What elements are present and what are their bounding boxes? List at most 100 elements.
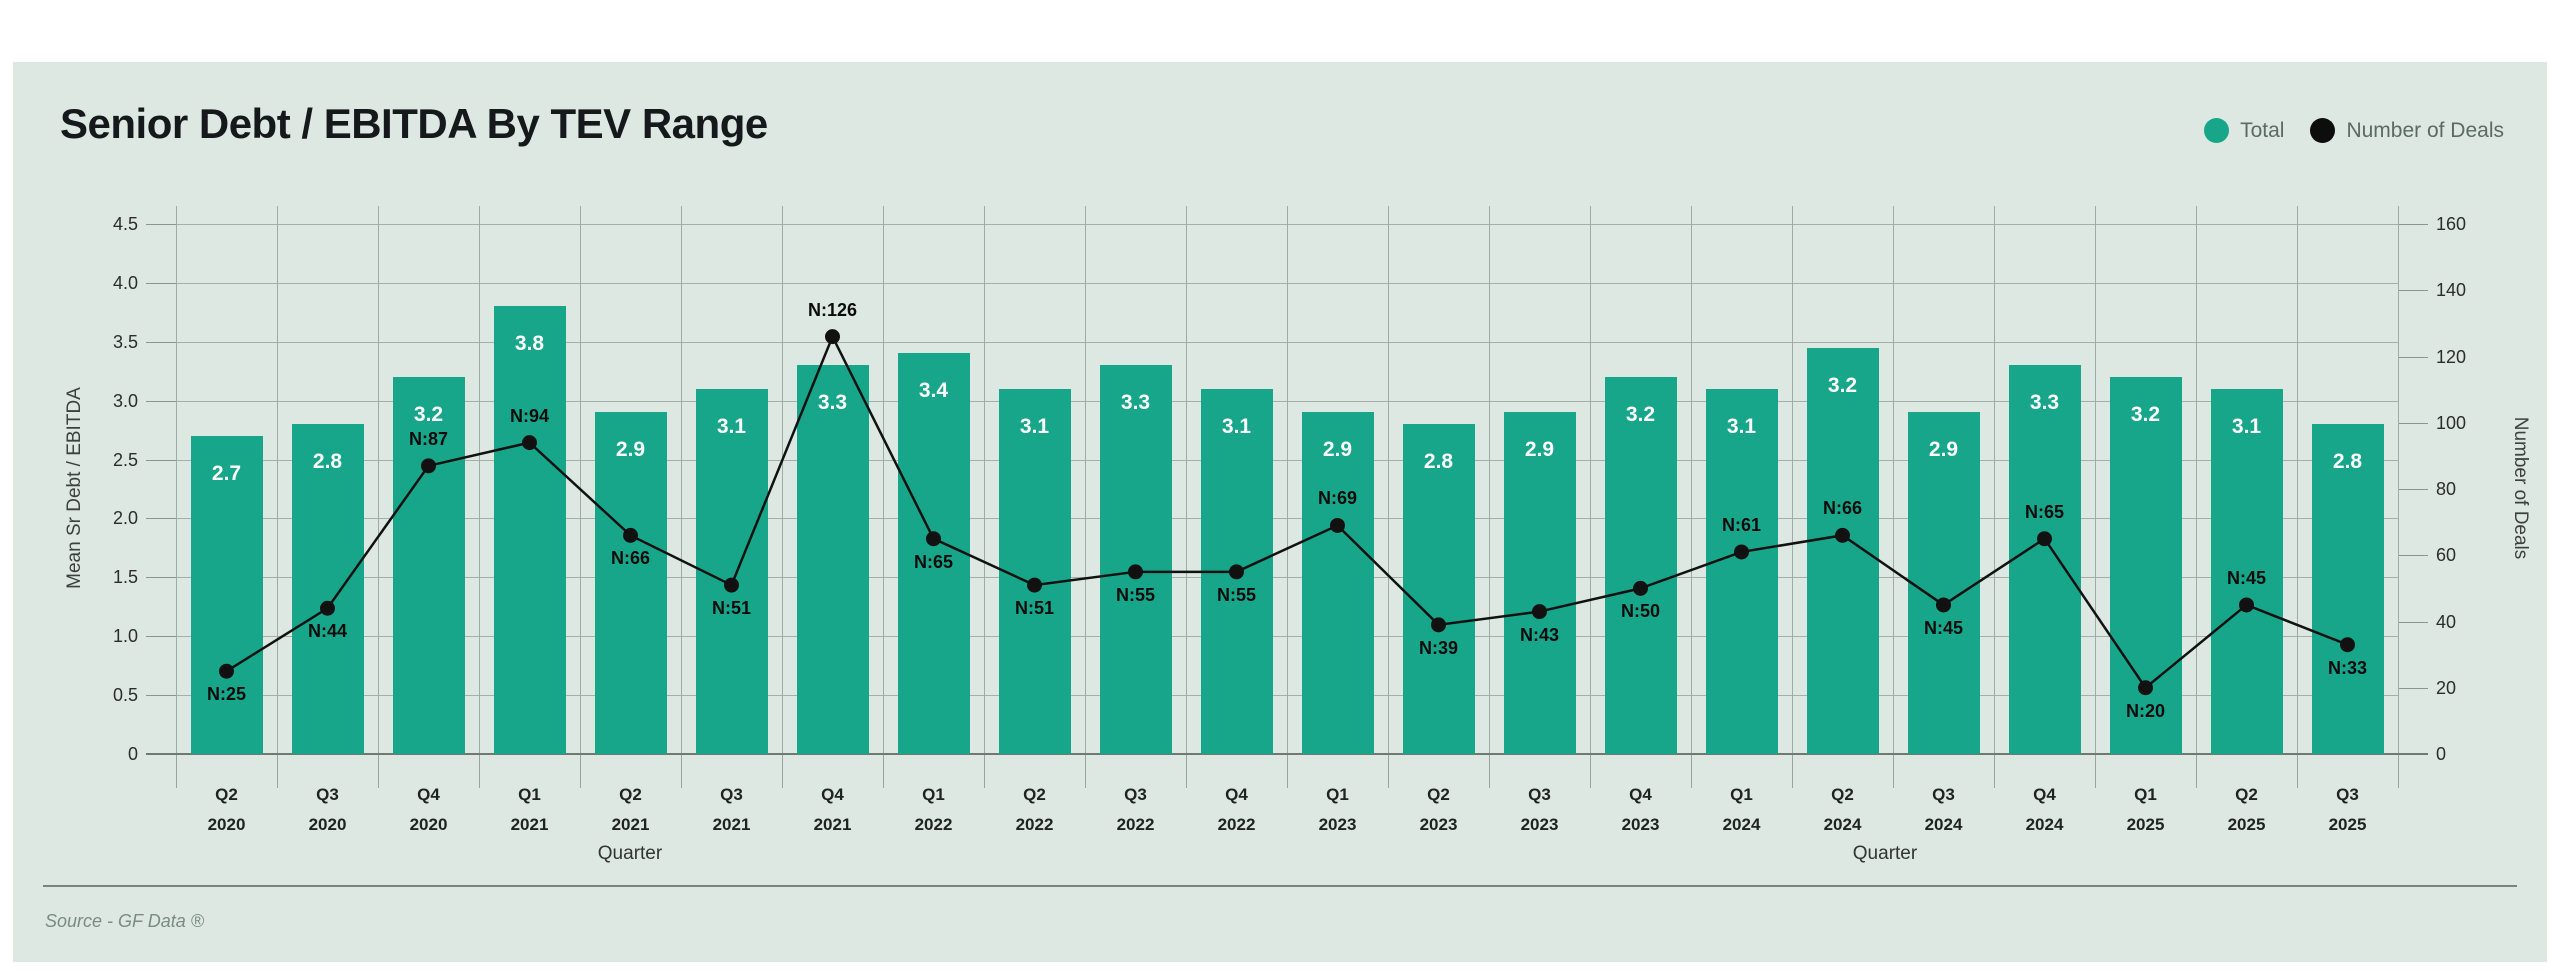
deals-dot[interactable] bbox=[320, 600, 335, 616]
deals-count-label: N:55 bbox=[1216, 584, 1256, 605]
deals-dot[interactable] bbox=[1128, 564, 1143, 580]
bar[interactable] bbox=[1705, 388, 1778, 754]
deals-count-label: N:50 bbox=[1620, 601, 1660, 622]
deals-dot[interactable] bbox=[2037, 531, 2052, 547]
y-right-tick-label: 100 bbox=[2436, 412, 2467, 433]
bar-value-label: 2.9 bbox=[1928, 438, 1959, 462]
deals-dot[interactable] bbox=[2138, 680, 2153, 696]
bar-value-label: 3.1 bbox=[1019, 414, 1050, 438]
deals-dot[interactable] bbox=[2340, 637, 2355, 653]
x-axis-divider bbox=[1994, 755, 1995, 788]
deals-dot[interactable] bbox=[1936, 597, 1951, 613]
x-tick-quarter: Q1 bbox=[922, 785, 945, 804]
deals-dot[interactable] bbox=[421, 458, 436, 474]
y-left-tick bbox=[146, 282, 176, 284]
gridline-vertical bbox=[1893, 206, 1894, 754]
deals-dot[interactable] bbox=[1229, 564, 1244, 580]
deals-dot[interactable] bbox=[825, 329, 840, 345]
y-right-tick-label: 140 bbox=[2436, 280, 2467, 301]
gridline-vertical bbox=[1186, 206, 1187, 754]
y-axis-right-title: Number of Deals bbox=[2510, 416, 2531, 560]
y-left-tick bbox=[146, 459, 176, 461]
x-tick-year: 2024 bbox=[2025, 815, 2064, 834]
bar-value-label: 2.8 bbox=[2332, 450, 2363, 474]
bar[interactable] bbox=[998, 388, 1071, 754]
x-tick-quarter: Q2 bbox=[2235, 785, 2258, 804]
deals-dot[interactable] bbox=[1835, 527, 1850, 543]
deals-count-label: N:65 bbox=[913, 551, 953, 572]
y-left-tick bbox=[146, 341, 176, 343]
gridline-vertical bbox=[1388, 206, 1389, 754]
x-tick-year: 2023 bbox=[1520, 815, 1559, 834]
bar[interactable] bbox=[1503, 412, 1576, 754]
x-tick-label: Q3 2020 bbox=[277, 780, 378, 840]
bar[interactable] bbox=[1604, 377, 1677, 754]
x-tick-label: Q3 2022 bbox=[1085, 780, 1186, 840]
deals-dot[interactable] bbox=[926, 531, 941, 547]
x-tick-quarter: Q4 bbox=[1629, 785, 1652, 804]
deals-dot[interactable] bbox=[1431, 617, 1446, 633]
bar[interactable] bbox=[1907, 412, 1980, 754]
x-tick-year: 2021 bbox=[510, 815, 549, 834]
x-tick-label: Q4 2023 bbox=[1590, 780, 1691, 840]
y-right-tick bbox=[2398, 489, 2428, 490]
y-left-tick-label: 1.0 bbox=[112, 626, 138, 647]
legend-item-number-of-deals[interactable]: Number of Deals bbox=[2310, 118, 2504, 143]
deals-dot[interactable] bbox=[1532, 604, 1547, 620]
x-tick-quarter: Q2 bbox=[1023, 785, 1046, 804]
x-axis-divider bbox=[1388, 755, 1389, 788]
bar[interactable] bbox=[1099, 365, 1172, 754]
x-tick-year: 2020 bbox=[207, 815, 246, 834]
deals-dot[interactable] bbox=[522, 435, 537, 451]
deals-dot[interactable] bbox=[1027, 577, 1042, 593]
bar[interactable] bbox=[695, 388, 768, 754]
bar[interactable] bbox=[2109, 377, 2182, 754]
x-tick-quarter: Q3 bbox=[720, 785, 743, 804]
bar[interactable] bbox=[2008, 365, 2081, 754]
deals-count-label: N:66 bbox=[610, 548, 650, 569]
legend-swatch-icon bbox=[2204, 118, 2230, 143]
x-axis-divider bbox=[984, 755, 985, 788]
deals-dot[interactable] bbox=[724, 577, 739, 593]
gridline-vertical bbox=[984, 206, 985, 754]
deals-dot[interactable] bbox=[623, 527, 638, 543]
bar[interactable] bbox=[1806, 347, 1879, 754]
source-attribution: Source - GF Data ® bbox=[45, 911, 204, 931]
y-right-tick bbox=[2398, 224, 2428, 225]
deals-count-label: N:45 bbox=[2226, 567, 2266, 588]
x-axis-divider bbox=[378, 755, 379, 788]
y-right-tick bbox=[2398, 290, 2428, 292]
x-tick-label: Q1 2022 bbox=[883, 780, 984, 840]
deals-dot[interactable] bbox=[2239, 597, 2254, 613]
x-tick-quarter: Q1 bbox=[1326, 785, 1349, 804]
y-right-tick bbox=[2398, 356, 2428, 358]
x-tick-label: Q2 2023 bbox=[1388, 780, 1489, 840]
x-axis-divider bbox=[1186, 755, 1187, 788]
deals-dot[interactable] bbox=[1330, 517, 1345, 533]
x-tick-quarter: Q4 bbox=[1225, 785, 1248, 804]
y-left-tick-label: 4.5 bbox=[112, 213, 138, 234]
x-tick-year: 2023 bbox=[1621, 815, 1660, 834]
x-axis-divider bbox=[1085, 755, 1086, 788]
bar[interactable] bbox=[493, 306, 566, 754]
x-tick-year: 2022 bbox=[1015, 815, 1054, 834]
x-tick-year: 2022 bbox=[914, 815, 953, 834]
deals-dot[interactable] bbox=[1633, 580, 1648, 596]
x-tick-year: 2025 bbox=[2227, 815, 2266, 834]
deals-dot[interactable] bbox=[219, 663, 234, 679]
x-axis-divider bbox=[2196, 755, 2197, 788]
x-axis-divider bbox=[782, 755, 783, 788]
y-left-tick-label: 3.5 bbox=[112, 331, 138, 352]
legend-item-total[interactable]: Total bbox=[2204, 118, 2284, 143]
x-tick-label: Q2 2024 bbox=[1792, 780, 1893, 840]
deals-dot[interactable] bbox=[1734, 544, 1749, 560]
bar-value-label: 3.3 bbox=[817, 391, 848, 415]
bar-value-label: 3.4 bbox=[918, 379, 949, 403]
deals-count-label: N:69 bbox=[1317, 488, 1357, 509]
x-tick-label: Q3 2025 bbox=[2297, 780, 2398, 840]
bar[interactable] bbox=[1301, 412, 1374, 754]
deals-count-label: N:87 bbox=[408, 428, 448, 449]
bar[interactable] bbox=[796, 365, 869, 754]
bar[interactable] bbox=[594, 412, 667, 754]
